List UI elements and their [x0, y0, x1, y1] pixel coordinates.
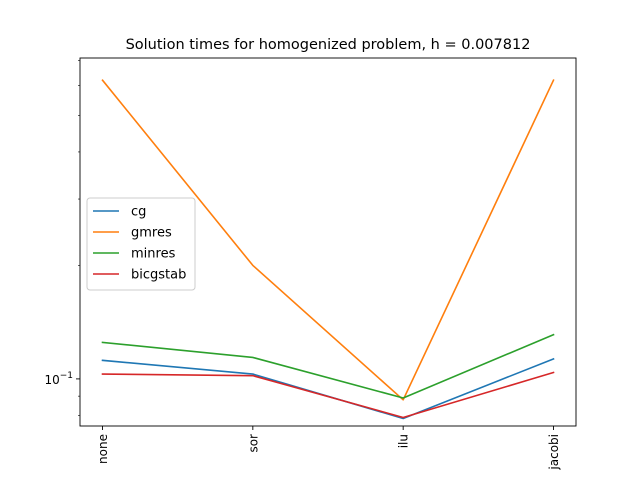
- legend-box: [86, 197, 196, 291]
- plot-area: [101, 79, 555, 420]
- y-tick-label: 10−1: [44, 371, 73, 387]
- series-line-bicgstab: [101, 371, 555, 419]
- series-line-gmres: [101, 79, 555, 401]
- x-tick-label-none: none: [96, 434, 110, 464]
- legend-label-cg: cg: [131, 205, 146, 220]
- axes-frame: [79, 57, 577, 427]
- legend-label-minres: minres: [131, 247, 176, 262]
- series-line-minres: [101, 333, 555, 399]
- axes: none sor ilu jacobi 10−1: [44, 57, 577, 471]
- legend: cg gmres minres bicgstab: [86, 197, 196, 291]
- x-tick-label-ilu: ilu: [397, 434, 411, 448]
- x-tick-label-sor: sor: [246, 434, 260, 453]
- legend-label-gmres: gmres: [131, 226, 172, 241]
- legend-label-bicgstab: bicgstab: [131, 268, 186, 283]
- x-tick-label-jacobi: jacobi: [547, 434, 561, 471]
- chart-title: Solution times for homogenized problem, …: [126, 37, 531, 53]
